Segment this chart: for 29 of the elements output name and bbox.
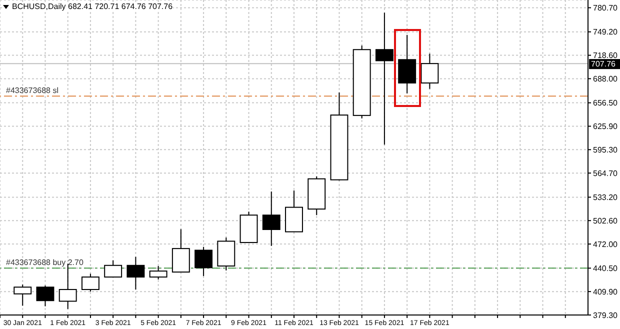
y-tick-label: 718.60 [593, 51, 618, 60]
candlestick [149, 266, 168, 280]
y-tick-label: 595.30 [593, 145, 618, 154]
y-tick-label: 749.20 [593, 28, 618, 37]
y-tick-label: 533.20 [593, 193, 618, 202]
candlestick [36, 285, 54, 307]
y-tick-label: 780.70 [593, 4, 618, 13]
ref-line-label: #433673688 sl [6, 86, 59, 96]
chart-title: BCHUSD,Daily 682.41 720.71 674.76 707.76 [12, 2, 173, 11]
candlestick [194, 246, 213, 277]
candlestick [14, 284, 32, 306]
candlestick [104, 260, 122, 278]
ref-line-label: #433673688 buy 2.70 [6, 258, 84, 268]
y-tick-label: 379.30 [593, 310, 618, 320]
candlestick [262, 191, 280, 246]
y-tick-label: 625.90 [593, 122, 618, 132]
y-tick-label: 409.90 [593, 287, 618, 296]
ref-line-label: 707.76 [591, 60, 616, 69]
candlestick [81, 273, 100, 292]
candlestick [398, 34, 416, 94]
y-tick-label: 502.60 [593, 216, 618, 226]
y-tick-label: 656.50 [593, 98, 618, 108]
candlestick [172, 228, 190, 273]
y-tick-label: 688.00 [593, 74, 618, 84]
candlestick [126, 256, 145, 290]
y-tick-label: 472.00 [593, 240, 618, 249]
candlestick [420, 53, 439, 90]
y-tick-label: 564.70 [593, 168, 618, 178]
y-tick-label: 440.50 [593, 264, 618, 273]
